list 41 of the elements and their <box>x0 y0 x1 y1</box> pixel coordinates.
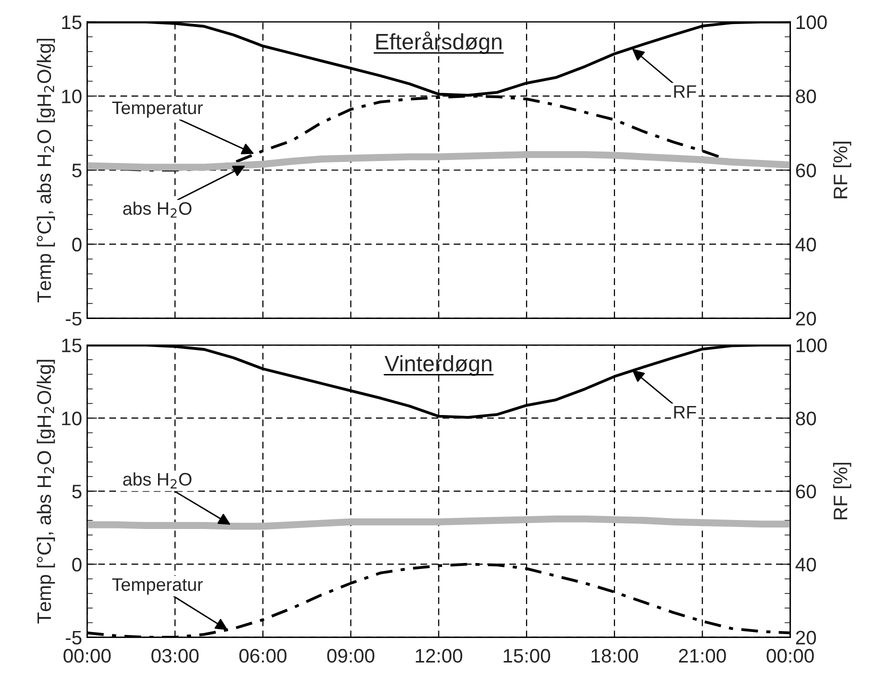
y-tick-label: 10 <box>62 90 82 104</box>
y-tick-label: -5 <box>66 630 82 645</box>
y-tick-label: 5 <box>72 164 82 178</box>
annotation: abs H$_{2}$O <box>123 472 192 488</box>
y-axis-title: Temp [°C], abs H$_{2}$O [gH$_{2}$O/kg] <box>36 38 55 302</box>
annotation: RF <box>674 406 696 418</box>
y2-tick-label: 60 <box>796 164 816 178</box>
x-tick-label: 00:00 <box>766 648 814 663</box>
y2-axis-title: RF [%] <box>833 462 852 520</box>
y2-tick-label: 100 <box>796 15 827 30</box>
y2-tick-label: 40 <box>796 558 816 572</box>
y2-tick-label: 100 <box>796 338 827 352</box>
x-tick-label: 00:00 <box>64 648 111 663</box>
annotation: RF <box>674 85 696 98</box>
y2-tick-label: 60 <box>796 484 816 498</box>
annotation: Temperatur <box>112 102 203 118</box>
annotation: abs H$_{2}$O <box>123 202 192 218</box>
y2-tick-label: 20 <box>796 630 816 645</box>
x-tick-label: 12:00 <box>416 648 462 663</box>
annotation: Temperatur <box>112 578 203 595</box>
x-tick-label: 09:00 <box>327 648 374 663</box>
y-tick-label: 15 <box>62 338 82 352</box>
y2-tick-label: 80 <box>796 90 816 104</box>
chart-title: Vinterdøgn <box>384 355 492 376</box>
x-tick-label: 18:00 <box>592 648 638 663</box>
x-tick-label: 15:00 <box>504 648 550 663</box>
y2-tick-label: 80 <box>796 412 816 426</box>
chart-title: Efterårsdøgn <box>376 31 502 54</box>
y2-tick-label: 40 <box>796 238 816 252</box>
y-axis-title: Temp [°C], abs H$_{2}$O [gH$_{2}$O/kg] <box>36 360 55 624</box>
y-tick-label: 15 <box>62 16 82 30</box>
y-tick-label: 5 <box>72 484 82 498</box>
x-tick-label: 03:00 <box>151 648 199 663</box>
y2-axis-title: RF [%] <box>833 142 852 198</box>
y-tick-label: 0 <box>72 558 82 572</box>
x-tick-label: 06:00 <box>239 648 286 663</box>
y-tick-label: -5 <box>66 312 82 326</box>
y2-tick-label: 20 <box>796 312 816 326</box>
y-tick-label: 10 <box>62 412 82 426</box>
y-tick-label: 0 <box>72 238 82 252</box>
x-tick-label: 21:00 <box>679 648 726 663</box>
